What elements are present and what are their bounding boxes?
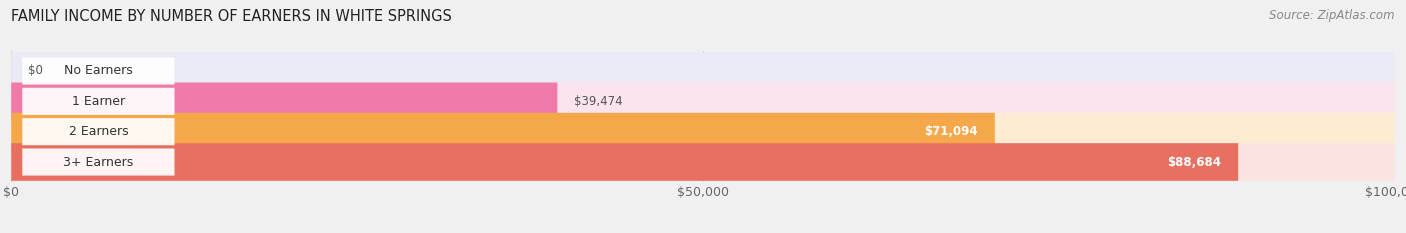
FancyBboxPatch shape [11, 143, 1395, 181]
FancyBboxPatch shape [11, 113, 1395, 151]
FancyBboxPatch shape [22, 118, 174, 145]
Text: $39,474: $39,474 [574, 95, 623, 108]
Text: No Earners: No Earners [65, 65, 132, 78]
FancyBboxPatch shape [22, 58, 174, 85]
FancyBboxPatch shape [22, 148, 174, 175]
FancyBboxPatch shape [11, 52, 1395, 90]
Text: 3+ Earners: 3+ Earners [63, 155, 134, 168]
FancyBboxPatch shape [11, 82, 1395, 120]
FancyBboxPatch shape [22, 88, 174, 115]
Text: $71,094: $71,094 [925, 125, 979, 138]
Text: 1 Earner: 1 Earner [72, 95, 125, 108]
Text: $0: $0 [28, 65, 42, 78]
Text: FAMILY INCOME BY NUMBER OF EARNERS IN WHITE SPRINGS: FAMILY INCOME BY NUMBER OF EARNERS IN WH… [11, 9, 453, 24]
FancyBboxPatch shape [11, 113, 995, 151]
FancyBboxPatch shape [11, 143, 1239, 181]
Text: $88,684: $88,684 [1167, 155, 1222, 168]
Text: 2 Earners: 2 Earners [69, 125, 128, 138]
FancyBboxPatch shape [11, 82, 557, 120]
Text: Source: ZipAtlas.com: Source: ZipAtlas.com [1270, 9, 1395, 22]
